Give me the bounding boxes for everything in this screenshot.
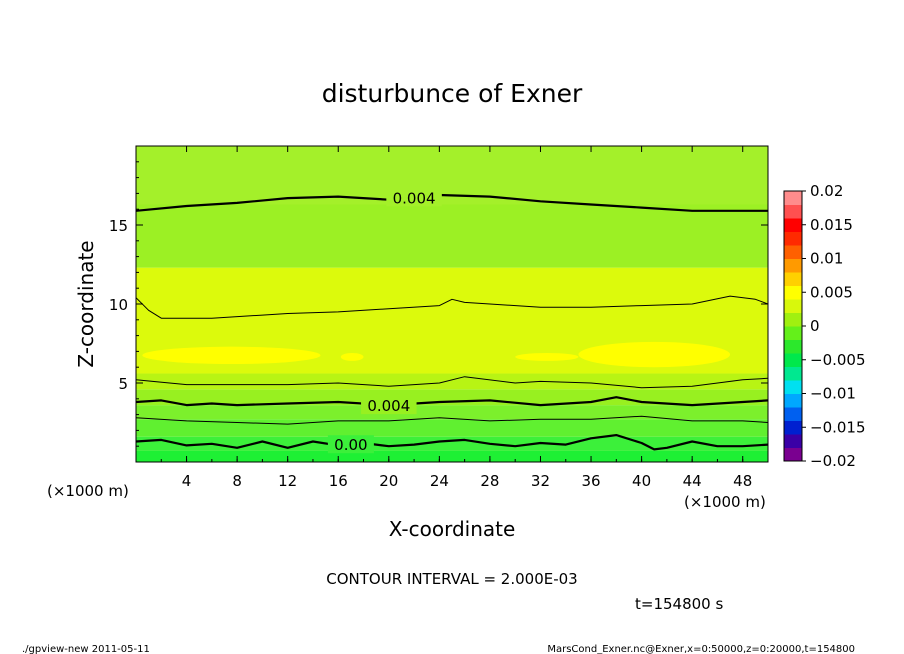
colorbar-label-7: −0.015	[810, 418, 866, 436]
x-tick-label-8: 36	[581, 472, 600, 490]
colorbar-label-3: 0.005	[810, 283, 853, 301]
contour-label-5: 0.004	[393, 189, 436, 207]
colorbar-cell-0	[784, 447, 802, 462]
colorbar-cells	[784, 191, 802, 462]
contour-line-5	[136, 193, 768, 212]
colorbar: 0.02 0.015 0.01 0.005 0 −0.005 −0.01 −0.015 −0.0…	[783, 182, 866, 470]
fill-band-3	[136, 405, 768, 420]
colorbar-cell-3	[784, 407, 802, 421]
colorbar-label-4: 0	[810, 317, 820, 335]
colorbar-cell-8	[784, 339, 802, 354]
x-tick-label-9: 40	[632, 472, 651, 490]
x-tick-label-10: 44	[683, 472, 702, 490]
x-tick-label-3: 16	[329, 472, 348, 490]
chart-title: disturbunce of Exner	[322, 79, 583, 108]
colorbar-label-8: −0.02	[810, 452, 856, 470]
high-region-0	[142, 346, 321, 365]
x-tick-label-11: 48	[733, 472, 752, 490]
x-tick-label-7: 32	[531, 472, 550, 490]
contour-label-bg-5	[386, 188, 442, 207]
footer-right: MarsCond_Exner.nc@Exner,x=0:50000,z=0:20…	[547, 644, 855, 654]
x-tick-label-4: 20	[379, 472, 398, 490]
x-unit-label: (×1000 m)	[684, 493, 766, 511]
colorbar-cell-10	[784, 312, 802, 327]
high-region-2	[515, 352, 579, 361]
x-tick-label-0: 4	[182, 472, 192, 490]
contour-line-0	[136, 434, 768, 451]
contour-interval-text: CONTOUR INTERVAL = 2.000E-03	[326, 570, 577, 588]
colorbar-cell-16	[784, 231, 802, 246]
contour-labels: 0.00 0.004 0.004	[327, 188, 442, 454]
contour-label-bg-0	[327, 435, 374, 454]
contour-label-0: 0.00	[334, 436, 367, 454]
contour-line-4	[136, 295, 768, 319]
x-axis-label: X-coordinate	[389, 517, 516, 541]
x-tick-label-1: 8	[232, 472, 242, 490]
high-region-1	[340, 352, 364, 361]
colorbar-cell-14	[784, 258, 802, 273]
x-tick-label-6: 28	[480, 472, 499, 490]
fill-band-4	[136, 389, 768, 406]
contour-line-3	[136, 376, 768, 389]
y-unit-label: (×1000 m)	[47, 482, 129, 500]
colorbar-cell-17	[784, 218, 802, 232]
x-tick-label-2: 12	[278, 472, 297, 490]
colorbar-cell-12	[784, 285, 802, 300]
x-tick-label-5: 24	[430, 472, 449, 490]
y-axis-label: Z-coordinate	[74, 240, 98, 367]
colorbar-label-5: −0.005	[810, 351, 866, 369]
colorbar-cell-1	[784, 434, 802, 448]
colorbar-cell-18	[784, 204, 802, 219]
colorbar-label-6: −0.01	[810, 385, 856, 403]
colorbar-cell-7	[784, 353, 802, 367]
contour-line-1	[136, 415, 768, 425]
footer-left: ./gpview-new 2011-05-11	[22, 644, 150, 654]
colorbar-cell-5	[784, 380, 802, 394]
contour-label-bg-2	[361, 396, 417, 415]
colorbar-cell-6	[784, 366, 802, 381]
y-tick-label-0: 5	[118, 375, 128, 393]
time-label: t=154800 s	[635, 595, 723, 613]
x-axis-ticks: 4 8 12 16 20 24 28 32 36 40 44 48	[160, 146, 752, 490]
colorbar-cell-4	[784, 393, 802, 408]
y-axis-ticks: 5 10 15	[109, 161, 768, 447]
fill-band-5	[136, 373, 768, 390]
fill-band-1	[136, 436, 768, 451]
y-tick-label-2: 15	[109, 217, 128, 235]
y-tick-label-1: 10	[109, 296, 128, 314]
colorbar-cell-2	[784, 420, 802, 435]
contour-label-2: 0.004	[367, 397, 410, 415]
colorbar-label-2: 0.01	[810, 250, 843, 268]
colorbar-label-1: 0.015	[810, 216, 853, 234]
colorbar-labels: 0.02 0.015 0.01 0.005 0 −0.005 −0.01 −0.015 −0.0…	[802, 182, 866, 470]
contour-line-2	[136, 396, 768, 407]
colorbar-label-0: 0.02	[810, 182, 843, 200]
colorbar-cell-15	[784, 245, 802, 259]
high-region-3	[578, 341, 731, 368]
colorbar-cell-13	[784, 272, 802, 286]
contour-lines	[136, 193, 768, 451]
colorbar-cell-19	[784, 191, 802, 205]
filled-contours	[136, 146, 768, 462]
fill-band-0	[136, 450, 768, 462]
colorbar-cell-9	[784, 326, 802, 340]
colorbar-cell-11	[784, 299, 802, 313]
